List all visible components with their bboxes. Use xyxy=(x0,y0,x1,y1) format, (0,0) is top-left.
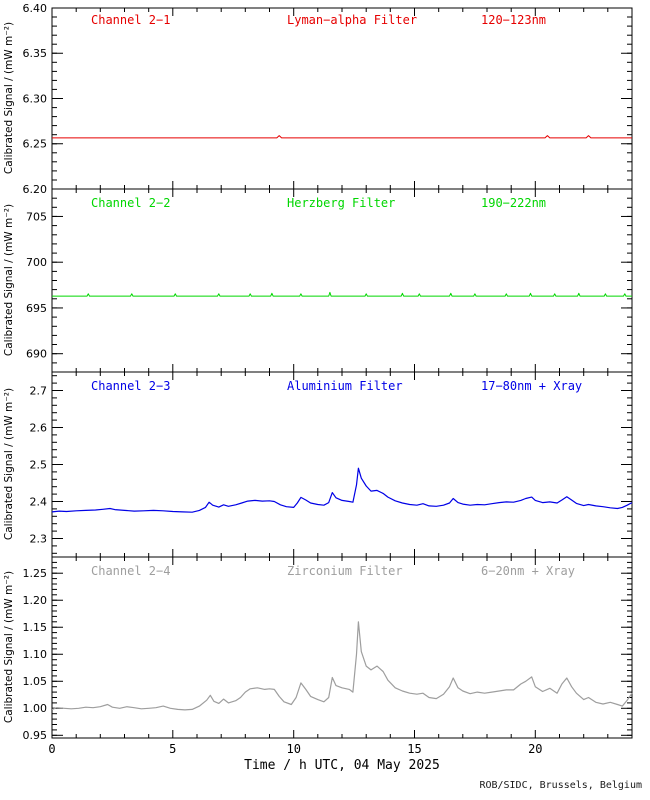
channel-3-series-line xyxy=(51,467,633,513)
y-tick-label: 1.05 xyxy=(23,675,48,688)
channel-2-series-line xyxy=(52,291,632,297)
panel-frame xyxy=(51,371,633,558)
y-tick-label: 1.20 xyxy=(23,594,48,607)
panel1-band-label: 120−123nm xyxy=(481,13,547,27)
panel4-y-axis-title: Calibrated Signal / (mW m⁻²) xyxy=(3,570,15,724)
panel4-channel-label: Channel 2−4 xyxy=(91,564,171,578)
panel-frame xyxy=(51,188,633,373)
x-tick-label: 0 xyxy=(48,742,55,756)
panel1-channel-label: Channel 2−1 xyxy=(91,13,171,27)
channel-1-series-line xyxy=(52,135,632,139)
channel-4-series-line xyxy=(51,621,633,711)
x-tick-label: 20 xyxy=(528,742,542,756)
panel3-filter-label: Aluminium Filter xyxy=(287,379,403,393)
panel4-band-label: 6−20nm + Xray xyxy=(481,564,575,578)
y-tick-label: 6.30 xyxy=(23,92,48,105)
y-tick-label: 1.10 xyxy=(23,648,48,661)
x-axis-title: Time / h UTC, 04 May 2025 xyxy=(244,758,440,773)
panel2-channel-label: Channel 2−2 xyxy=(91,196,171,210)
y-tick-label: 0.95 xyxy=(23,729,48,742)
y-tick-label: 6.25 xyxy=(23,138,48,151)
y-tick-label: 2.6 xyxy=(30,421,48,434)
panel2-y-axis-title: Calibrated Signal / (mW m⁻²) xyxy=(3,203,15,357)
y-tick-label: 2.5 xyxy=(30,458,48,471)
panel3-channel-label: Channel 2−3 xyxy=(91,379,171,393)
y-tick-label: 690 xyxy=(26,348,47,361)
y-tick-label: 6.20 xyxy=(23,183,48,196)
x-tick-label: 15 xyxy=(407,742,421,756)
y-tick-label: 1.25 xyxy=(23,567,48,580)
y-tick-label: 1.00 xyxy=(23,702,48,715)
panel1-y-axis-title: Calibrated Signal / (mW m⁻²) xyxy=(3,21,15,175)
y-tick-label: 695 xyxy=(26,302,47,315)
panel3-band-label: 17−80nm + Xray xyxy=(481,379,583,393)
panel-frame xyxy=(51,556,633,739)
panel2-band-label: 190−222nm xyxy=(481,196,547,210)
y-tick-label: 700 xyxy=(26,256,47,269)
y-tick-label: 705 xyxy=(26,210,47,223)
x-tick-label: 10 xyxy=(286,742,300,756)
panel3-y-axis-title: Calibrated Signal / (mW m⁻²) xyxy=(3,387,15,541)
y-tick-label: 6.40 xyxy=(23,2,48,15)
y-tick-label: 2.3 xyxy=(30,532,48,545)
y-tick-label: 6.35 xyxy=(23,47,48,60)
y-tick-label: 2.7 xyxy=(30,384,48,397)
y-tick-label: 1.15 xyxy=(23,621,48,634)
panel2-filter-label: Herzberg Filter xyxy=(287,196,396,210)
panel1-filter-label: Lyman−alpha Filter xyxy=(287,13,418,27)
panel-frame xyxy=(51,7,633,190)
panel4-filter-label: Zirconium Filter xyxy=(287,564,403,578)
y-tick-label: 2.4 xyxy=(30,495,48,508)
credit-text: ROB/SIDC, Brussels, Belgium xyxy=(479,780,642,791)
x-tick-label: 5 xyxy=(169,742,176,756)
